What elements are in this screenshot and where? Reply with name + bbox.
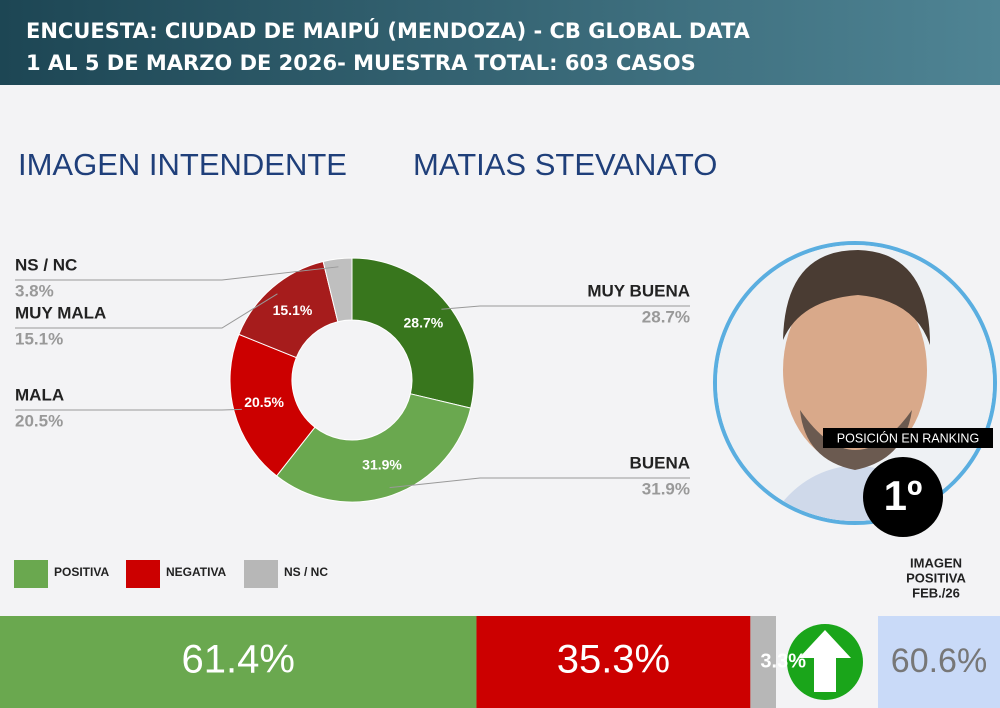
- chart-title: IMAGEN INTENDENTE: [18, 147, 347, 182]
- legend-label: NEGATIVA: [166, 565, 227, 579]
- donut-slice: [351, 257, 475, 409]
- bar-label: 3.3%: [760, 650, 806, 672]
- slice-label: 20.5%: [244, 394, 284, 410]
- legend-label: NS / NC: [284, 565, 328, 579]
- category-label: MALA: [15, 385, 64, 404]
- leader-line: [389, 477, 690, 489]
- header-line: ENCUESTA: CIUDAD DE MAIPÚ (MENDOZA) - CB…: [26, 18, 751, 43]
- leader-line: [441, 305, 690, 310]
- slice-label: 28.7%: [404, 314, 444, 330]
- category-label: NS / NC: [15, 255, 77, 274]
- leader-line: [15, 293, 278, 329]
- header-line: 1 AL 5 DE MARZO DE 2026- MUESTRA TOTAL: …: [26, 51, 696, 75]
- category-label: BUENA: [630, 453, 690, 472]
- legend-swatch: [244, 560, 278, 588]
- category-value: 20.5%: [15, 411, 63, 430]
- bar-label: 61.4%: [182, 638, 295, 682]
- ranking-label: POSICIÓN EN RANKING: [837, 430, 979, 445]
- donut-slice: [229, 333, 316, 477]
- bar-label: 35.3%: [557, 638, 670, 682]
- donut-slice: [275, 393, 472, 503]
- category-label: MUY MALA: [15, 303, 106, 322]
- donut-slice: [322, 257, 353, 323]
- bar-segment: [0, 616, 477, 708]
- slice-label: 15.1%: [273, 302, 313, 318]
- category-value: 3.8%: [15, 281, 54, 300]
- previous-label: POSITIVA: [906, 570, 966, 585]
- previous-label: FEB./26: [912, 585, 960, 600]
- ranking-circle: [863, 457, 943, 537]
- slice-label: 31.9%: [362, 457, 402, 473]
- bar-segment: [750, 616, 776, 708]
- bar-segment: [476, 616, 751, 708]
- ranking-position: 1º: [884, 472, 923, 519]
- legend-swatch: [126, 560, 160, 588]
- category-label: MUY BUENA: [587, 281, 690, 300]
- ranking-badge: [823, 428, 993, 448]
- previous-label: IMAGEN: [910, 555, 962, 570]
- chart-subtitle: MATIAS STEVANATO: [413, 147, 717, 182]
- leader-line: [15, 266, 339, 281]
- legend-label: POSITIVA: [54, 565, 109, 579]
- previous-value: 60.6%: [891, 642, 987, 680]
- trend-arrow: [787, 624, 863, 700]
- header-band: [0, 0, 1000, 85]
- category-value: 28.7%: [642, 307, 690, 326]
- category-value: 15.1%: [15, 329, 63, 348]
- leader-line: [15, 408, 242, 411]
- category-value: 31.9%: [642, 479, 690, 498]
- legend-swatch: [14, 560, 48, 588]
- previous-box: [878, 616, 1000, 708]
